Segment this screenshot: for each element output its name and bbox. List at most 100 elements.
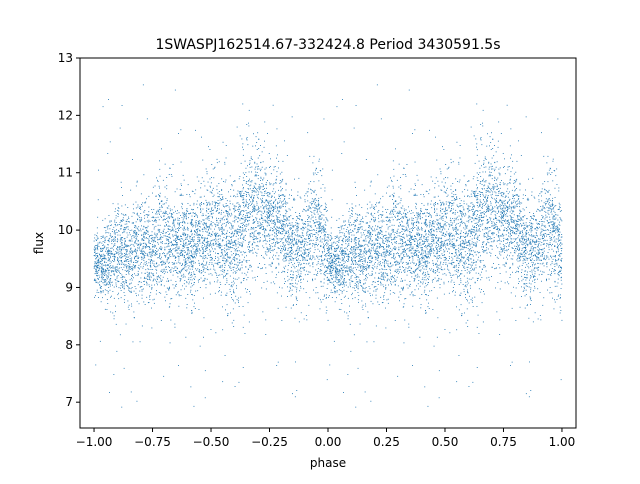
data-point: [377, 255, 379, 257]
data-point: [405, 243, 407, 245]
data-point: [335, 255, 337, 257]
data-point: [205, 168, 207, 170]
data-point: [117, 239, 119, 241]
data-point: [482, 242, 484, 244]
data-point: [481, 212, 483, 213]
data-point: [129, 221, 130, 223]
data-point: [552, 160, 554, 162]
data-point: [215, 201, 216, 203]
data-point: [144, 252, 146, 254]
data-point: [147, 230, 149, 232]
data-point: [410, 213, 412, 214]
data-point: [106, 275, 108, 277]
data-point: [521, 254, 523, 255]
data-point: [316, 275, 318, 276]
data-point: [552, 200, 553, 201]
data-point: [176, 242, 178, 244]
data-point: [117, 268, 119, 270]
data-point: [99, 281, 101, 283]
data-point: [213, 177, 215, 179]
data-point: [406, 274, 408, 276]
data-point: [503, 248, 505, 250]
data-point: [303, 288, 305, 290]
data-point: [280, 190, 282, 192]
data-point: [195, 223, 197, 225]
data-point: [448, 262, 450, 264]
data-point: [391, 239, 393, 241]
data-point: [247, 192, 249, 193]
data-point: [245, 228, 247, 230]
data-point: [332, 263, 334, 265]
data-point: [306, 206, 308, 207]
data-point: [403, 250, 405, 252]
data-point: [366, 222, 368, 224]
data-point: [418, 246, 420, 248]
data-point: [179, 228, 180, 229]
data-point: [290, 259, 292, 261]
data-point: [452, 204, 454, 206]
data-point: [436, 265, 438, 267]
data-point: [203, 269, 205, 271]
data-point: [408, 323, 410, 325]
data-point: [216, 158, 218, 160]
data-point: [287, 235, 288, 237]
data-point: [245, 194, 247, 196]
data-point: [328, 245, 330, 247]
data-point: [148, 276, 150, 278]
data-point: [177, 223, 179, 225]
data-point: [424, 261, 426, 263]
data-point: [338, 227, 340, 229]
data-point: [339, 230, 341, 232]
data-point: [546, 266, 548, 268]
data-point: [382, 302, 384, 303]
data-point: [145, 233, 147, 234]
data-point: [248, 321, 250, 323]
data-point: [347, 254, 349, 256]
data-point: [455, 228, 457, 230]
data-point: [442, 146, 443, 148]
data-point: [245, 201, 247, 203]
data-point: [227, 256, 229, 258]
data-point: [207, 242, 209, 244]
data-point: [241, 267, 243, 269]
data-point: [240, 245, 242, 246]
data-point: [100, 248, 101, 250]
data-point: [221, 224, 222, 226]
data-point: [502, 196, 504, 198]
data-point: [546, 262, 547, 264]
data-point: [394, 200, 396, 202]
data-point: [349, 279, 351, 281]
data-point: [531, 258, 533, 260]
data-point: [433, 239, 435, 241]
data-point: [258, 241, 260, 243]
data-point: [107, 303, 109, 304]
data-point: [433, 196, 435, 198]
data-point: [523, 236, 524, 238]
data-point: [358, 242, 360, 244]
data-point: [560, 248, 562, 249]
data-point: [548, 207, 549, 209]
data-point: [240, 262, 242, 263]
data-point: [524, 224, 525, 226]
data-point: [517, 247, 518, 249]
data-point: [102, 245, 104, 246]
data-point: [222, 197, 223, 199]
data-point: [206, 278, 208, 280]
data-point: [211, 262, 213, 264]
data-point: [325, 306, 327, 308]
data-point: [538, 274, 540, 276]
data-point: [435, 203, 436, 205]
data-point: [492, 186, 493, 188]
data-point: [460, 230, 462, 232]
data-point: [321, 217, 323, 219]
data-point: [543, 221, 545, 223]
data-point: [296, 390, 298, 391]
data-point: [259, 232, 261, 234]
data-point: [483, 246, 484, 248]
data-point: [350, 271, 351, 273]
data-point: [121, 242, 123, 244]
data-point: [255, 230, 257, 232]
data-point: [335, 242, 337, 244]
data-point: [498, 264, 500, 265]
data-point: [375, 259, 377, 261]
